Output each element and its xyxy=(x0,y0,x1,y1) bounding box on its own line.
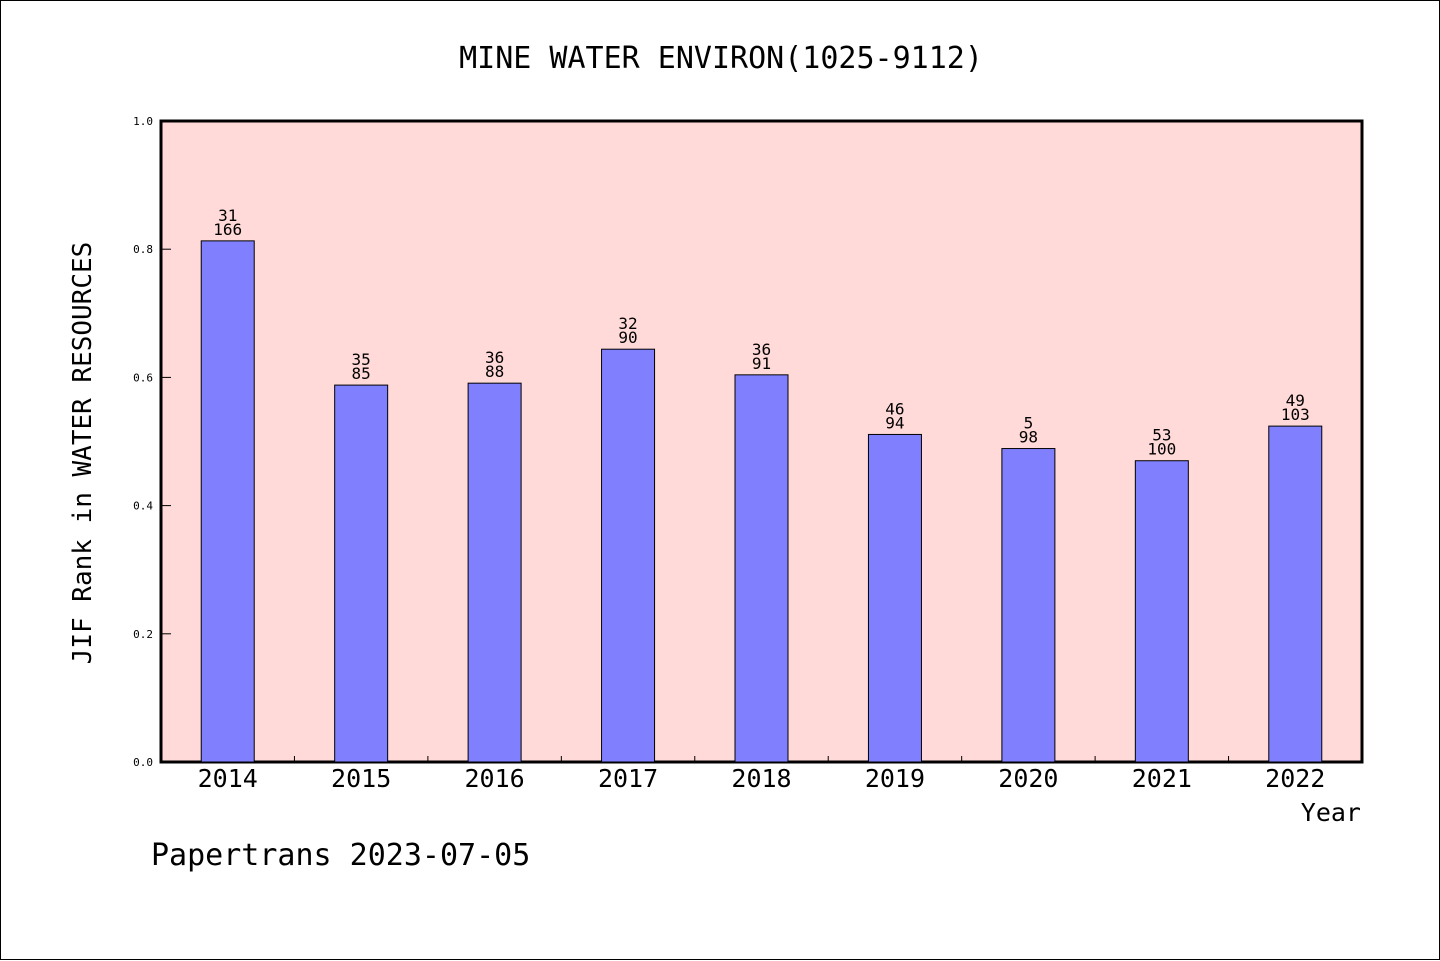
chart-title: MINE WATER ENVIRON(1025-9112) xyxy=(459,41,983,76)
bar xyxy=(1268,425,1323,763)
x-axis-label: Year xyxy=(1301,798,1361,827)
bar-rank-label: 32 xyxy=(618,314,637,333)
x-tick-label: 2018 xyxy=(731,764,791,793)
bar-total-label: 100 xyxy=(1147,440,1176,459)
bar-rank-label: 36 xyxy=(485,348,504,367)
bar-rank-label: 49 xyxy=(1286,391,1305,410)
x-tick-label: 2017 xyxy=(598,764,658,793)
footer-credit: Papertrans 2023-07-05 xyxy=(151,838,530,873)
bar-rank-label: 35 xyxy=(352,350,371,369)
y-axis-label: JIF Rank in WATER RESOURCES xyxy=(68,242,98,665)
bar-total-label: 103 xyxy=(1281,405,1310,424)
bar-total-label: 166 xyxy=(213,220,242,239)
y-tick-label: 1.0 xyxy=(133,115,153,128)
bar-rank-label: 5 xyxy=(1024,414,1034,433)
x-tick-label: 2020 xyxy=(998,764,1058,793)
bar-total-label: 90 xyxy=(618,328,637,347)
bar-rank-label: 36 xyxy=(752,340,771,359)
bar-rank-label: 53 xyxy=(1152,426,1171,445)
y-tick-label: 0.8 xyxy=(133,243,153,256)
bar-rank-label: 46 xyxy=(885,399,904,418)
bar xyxy=(734,374,789,763)
y-tick-label: 0.0 xyxy=(133,756,153,769)
x-tick-label: 2016 xyxy=(465,764,525,793)
bar xyxy=(200,240,255,763)
bar-total-label: 85 xyxy=(352,364,371,383)
bar-total-label: 94 xyxy=(885,413,904,432)
y-axis: 0.0 0.2 0.4 0.6 0.8 1.0 xyxy=(133,115,171,769)
x-axis: 2014 2015 2016 2017 2018 2019 2020 2021 2022 xyxy=(198,756,1325,793)
bar xyxy=(334,384,389,763)
x-tick-label: 2021 xyxy=(1132,764,1192,793)
bar-rank-label: 31 xyxy=(218,206,237,225)
bar xyxy=(1001,448,1056,763)
x-tick-label: 2014 xyxy=(198,764,258,793)
bar xyxy=(601,348,656,763)
x-tick-label: 2019 xyxy=(865,764,925,793)
bar-total-label: 98 xyxy=(1019,428,1038,447)
bar-total-label: 91 xyxy=(752,354,771,373)
x-tick-label: 2022 xyxy=(1265,764,1325,793)
bar xyxy=(467,382,522,763)
bar xyxy=(1134,460,1189,763)
bar xyxy=(867,433,922,763)
y-tick-label: 0.4 xyxy=(133,500,153,513)
bar-total-label: 88 xyxy=(485,362,504,381)
y-tick-label: 0.6 xyxy=(133,371,153,384)
x-tick-label: 2015 xyxy=(331,764,391,793)
y-tick-label: 0.2 xyxy=(133,628,153,641)
